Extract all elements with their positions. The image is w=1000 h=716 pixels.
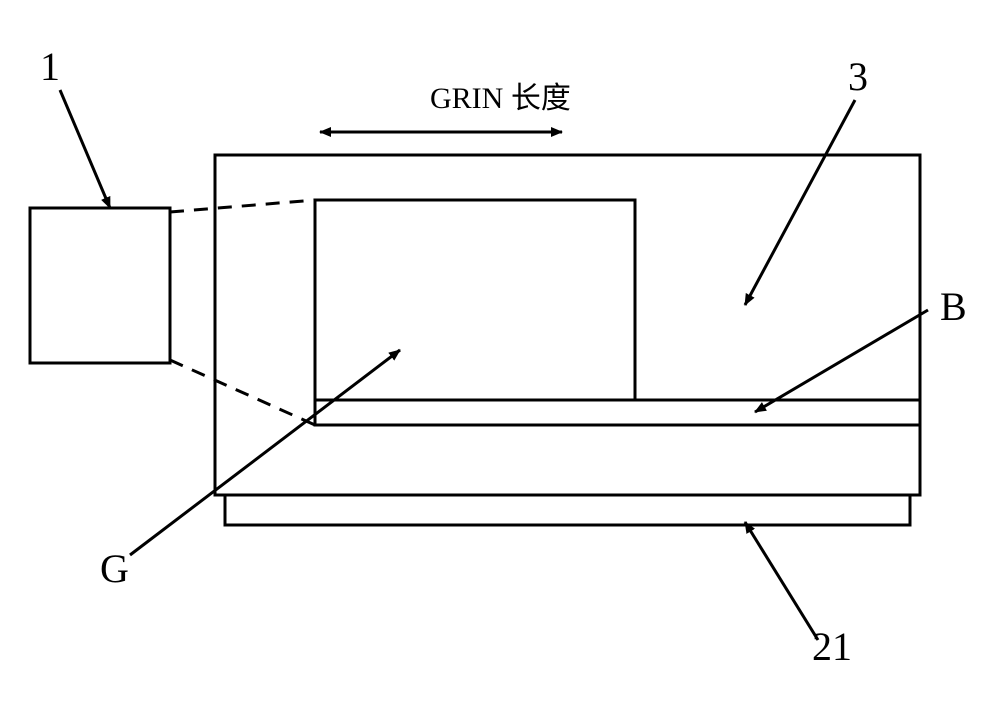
grin-region-rect [315,200,635,400]
coupling-dashed-top [170,200,315,212]
leader-b [755,310,928,412]
leader-21 [745,522,818,640]
label-21: 21 [812,624,852,669]
grin-length-label: GRIN 长度 [430,82,571,115]
coupling-dashed-bottom [170,360,315,425]
substrate-rect [225,495,910,525]
label-1: 1 [40,44,60,89]
chip-body-rect [215,155,920,495]
label-b: B [940,284,967,329]
label-g: G [100,546,129,591]
label-3: 3 [848,54,868,99]
input-block-rect [30,208,170,363]
leader-1 [60,90,110,208]
technical-diagram: GRIN 长度 1 3 B G 21 [0,0,1000,716]
leader-3 [745,100,855,305]
layer-b-rect [315,400,920,425]
